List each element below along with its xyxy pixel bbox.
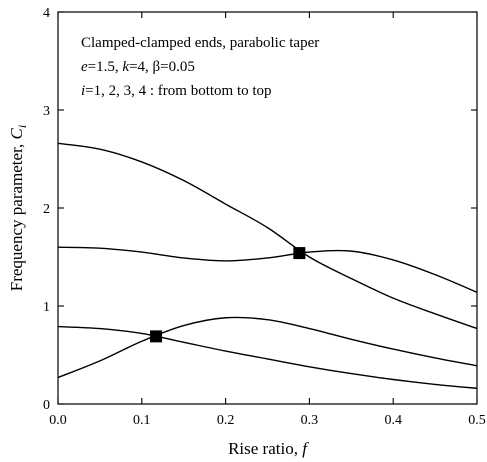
annotation-line-3: i=1, 2, 3, 4 : from bottom to top	[81, 83, 272, 99]
y-tick-label: 3	[43, 104, 50, 119]
y-tick-label: 1	[43, 300, 50, 315]
series-line-2	[57, 316, 478, 379]
x-axis-ticks: 0.0 0.1 0.2 0.3 0.4 0.5	[49, 12, 486, 428]
series-line-4	[57, 142, 478, 330]
x-axis-label: Rise ratio, f	[228, 439, 309, 458]
crossing-marker-2	[293, 247, 306, 260]
annotation-line-2: e=1.5, k=4, β=0.05	[81, 59, 195, 75]
crossing-marker-1	[150, 330, 163, 343]
x-tick-label: 0.2	[217, 413, 235, 428]
y-tick-label: 0	[43, 398, 50, 413]
x-tick-label: 0.1	[133, 413, 151, 428]
y-tick-label: 2	[43, 202, 50, 217]
y-axis-label: Frequency parameter, Ci	[7, 125, 29, 291]
series-curves	[57, 142, 478, 390]
annotation-block: Clamped-clamped ends, parabolic taper e=…	[81, 35, 319, 99]
series-line-3	[57, 246, 478, 293]
y-axis-ticks: 0 1 2 3 4	[43, 6, 477, 413]
x-tick-label: 0.5	[468, 413, 486, 428]
x-tick-label: 0.3	[301, 413, 319, 428]
x-tick-label: 0.4	[384, 413, 402, 428]
series-line-1	[57, 325, 478, 390]
crossing-markers	[150, 247, 306, 343]
x-tick-label: 0.0	[49, 413, 67, 428]
annotation-line-1: Clamped-clamped ends, parabolic taper	[81, 35, 319, 51]
y-tick-label: 4	[43, 6, 50, 21]
